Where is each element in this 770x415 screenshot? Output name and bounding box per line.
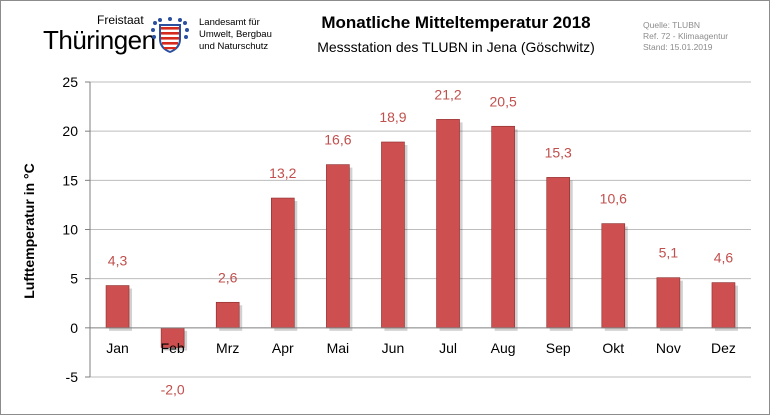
data-label: 4,6	[714, 250, 734, 266]
y-tick-label: 10	[62, 222, 78, 238]
data-label: 21,2	[434, 86, 461, 102]
data-label: -2,0	[161, 382, 185, 398]
x-tick-label: Feb	[161, 340, 185, 356]
meta-line: Stand: 15.01.2019	[643, 42, 713, 52]
bar	[326, 164, 350, 329]
gridlines	[90, 81, 751, 378]
meta-line: Ref. 72 - Klimaagentur	[643, 31, 729, 41]
bar	[381, 141, 405, 329]
bar	[711, 282, 736, 329]
y-tick-label: -5	[66, 369, 79, 385]
y-tick-label: 5	[70, 271, 78, 287]
chart-subtitle: Messstation des TLUBN in Jena (Göschwitz…	[317, 39, 595, 55]
y-tick-label: 0	[70, 320, 78, 336]
data-label: 4,3	[108, 253, 128, 269]
coat-of-arms-icon	[151, 17, 189, 53]
data-label: 2,6	[218, 269, 238, 285]
x-tick-label: Apr	[272, 340, 294, 356]
arms-stars	[151, 17, 189, 39]
bars	[105, 119, 738, 351]
x-tick-label: Mai	[327, 340, 350, 356]
agency-line: Umwelt, Bergbau	[199, 29, 272, 40]
logo-word-thueringen: Thüringen	[43, 25, 156, 55]
bar	[491, 125, 515, 329]
data-labels: Jan 4,3 Feb -2,0 Mrz 2,6 Apr 13,2 Mai 16,6 Jun 18,9…	[106, 86, 736, 397]
bar	[105, 285, 130, 329]
x-tick-label: Dez	[711, 340, 736, 356]
y-tick-label: 15	[62, 172, 78, 188]
data-label: 15,3	[545, 144, 572, 160]
axes: -5 0 5 10 15 20 25	[62, 74, 751, 385]
y-tick-label: 25	[62, 74, 78, 90]
data-label: 13,2	[269, 165, 296, 181]
agency-line: und Naturschutz	[199, 41, 269, 52]
bar	[215, 301, 240, 329]
x-tick-label: Sep	[546, 340, 571, 356]
x-tick-label: Jun	[382, 340, 405, 356]
bar	[436, 119, 460, 329]
x-tick-label: Aug	[491, 340, 516, 356]
source-meta: Quelle: TLUBN Ref. 72 - Klimaagentur Sta…	[643, 20, 728, 53]
bar	[546, 177, 571, 329]
x-tick-label: Jul	[439, 340, 457, 356]
bar	[270, 197, 295, 329]
chart-title: Monatliche Mitteltemperatur 2018	[321, 13, 591, 32]
data-label: 20,5	[490, 93, 517, 109]
meta-line: Quelle: TLUBN	[643, 20, 701, 30]
data-label: 18,9	[379, 109, 406, 125]
data-label: 16,6	[324, 132, 351, 148]
bar	[601, 223, 626, 329]
x-tick-label: Nov	[656, 340, 681, 356]
agency-line: Landesamt für	[199, 17, 260, 28]
logo-word-freistaat: Freistaat	[97, 13, 144, 27]
y-tick-label: 20	[62, 123, 78, 139]
bar	[656, 277, 681, 329]
x-tick-label: Mrz	[216, 340, 239, 356]
y-axis-label: Lufttemperatur in °C	[21, 163, 37, 299]
agency-name: Landesamt für Umwelt, Bergbau und Naturs…	[199, 17, 272, 53]
data-label: 5,1	[659, 245, 679, 261]
x-tick-label: Okt	[602, 340, 624, 356]
data-label: 10,6	[600, 191, 627, 207]
x-tick-label: Jan	[106, 340, 129, 356]
